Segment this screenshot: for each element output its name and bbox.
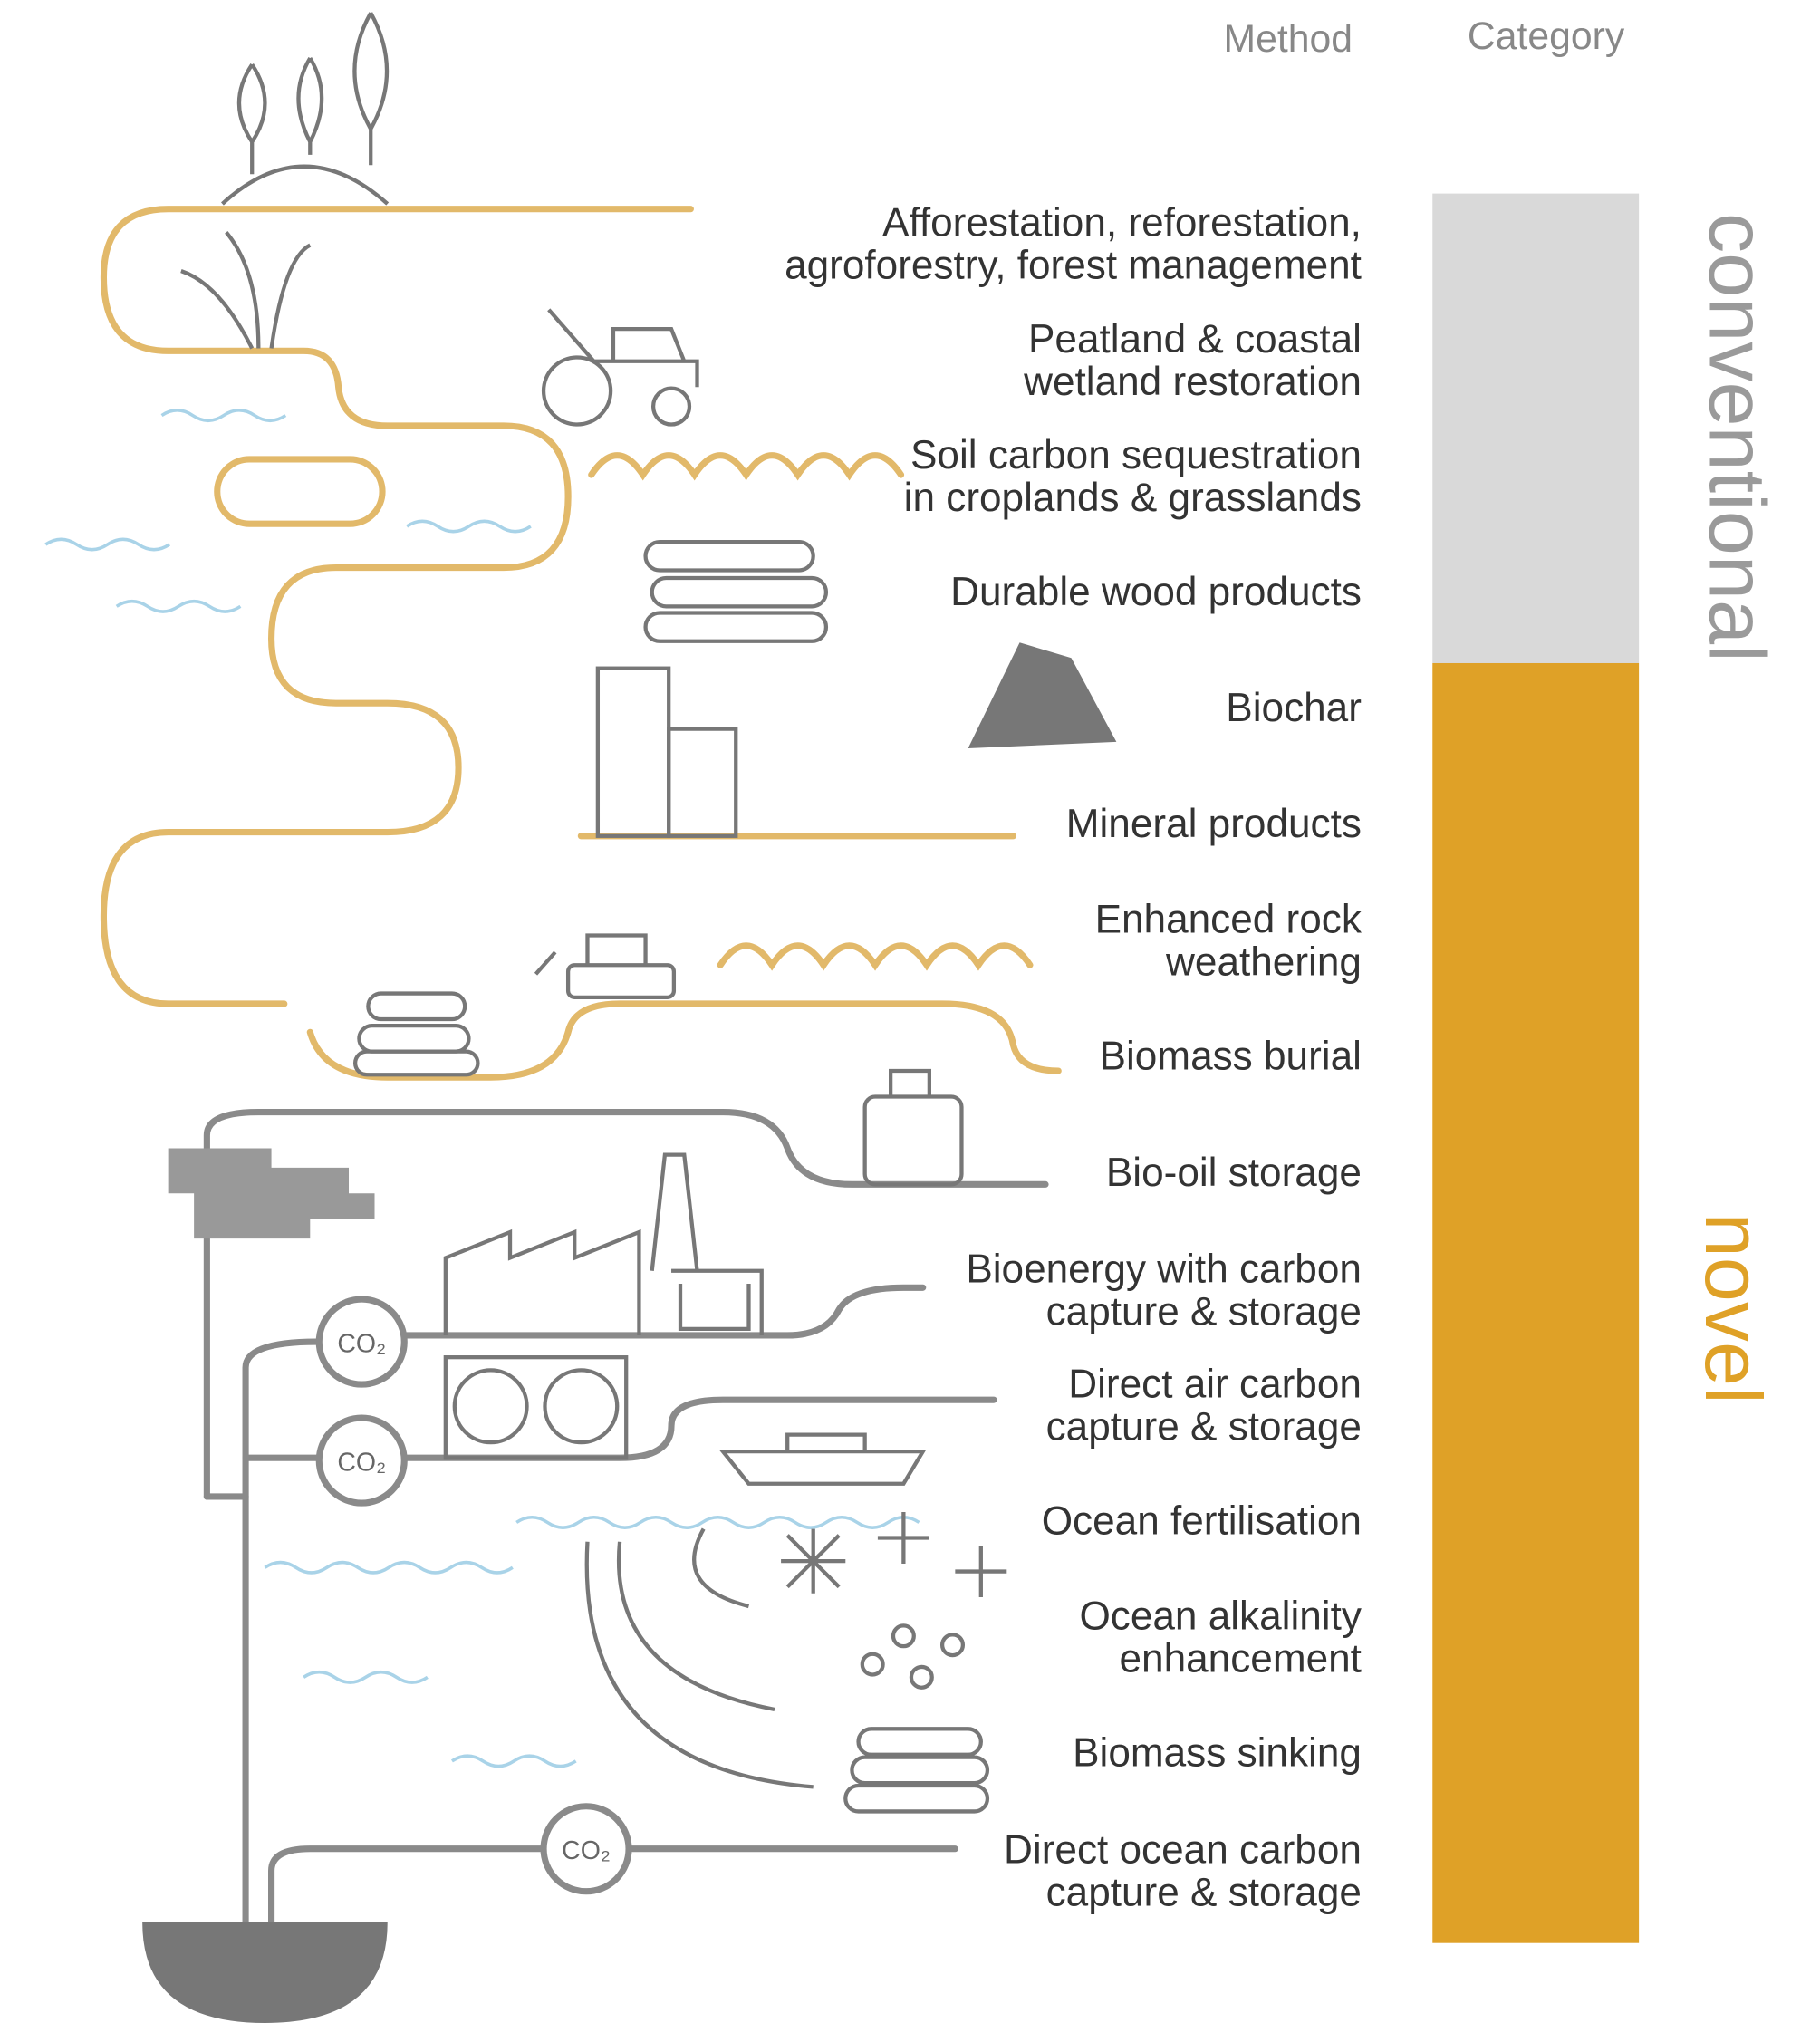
- method-label: capture & storage: [1046, 1290, 1362, 1334]
- method-label: capture & storage: [1046, 1404, 1362, 1449]
- method-label: in croplands & grasslands: [904, 476, 1362, 520]
- method-label: Afforestation, reforestation,: [882, 201, 1362, 246]
- co2-label: CO₂: [562, 1836, 611, 1865]
- category-conventional: conventional: [1692, 213, 1782, 662]
- method-label: Biomass sinking: [1073, 1731, 1362, 1776]
- method-label: Biochar: [1226, 686, 1362, 730]
- method-label: Enhanced rock: [1095, 898, 1363, 942]
- method-label: Direct ocean carbon: [1004, 1827, 1362, 1872]
- method-label: Mineral products: [1066, 802, 1362, 846]
- header-category: Category: [1468, 14, 1625, 58]
- method-label: weathering: [1165, 940, 1362, 985]
- method-label: wetland restoration: [1023, 360, 1362, 404]
- method-label: Ocean alkalinity: [1079, 1594, 1361, 1639]
- method-label: Bio-oil storage: [1106, 1151, 1362, 1195]
- method-label: Bioenergy with carbon: [966, 1248, 1362, 1292]
- method-label: Peatland & coastal: [1028, 317, 1362, 361]
- conventional-bar: [1432, 193, 1640, 663]
- co2-label: CO₂: [337, 1329, 386, 1358]
- method-label: Direct air carbon: [1068, 1362, 1362, 1406]
- co2-badges: [315, 1296, 632, 1895]
- method-label: Durable wood products: [950, 570, 1362, 614]
- method-label: agroforestry, forest management: [785, 244, 1362, 288]
- method-label: Biomass burial: [1100, 1035, 1362, 1079]
- co2-label: CO₂: [337, 1448, 386, 1477]
- gray-path: [142, 1109, 1049, 2023]
- storage-bowl: [142, 1922, 388, 2023]
- method-label: enhancement: [1120, 1637, 1362, 1681]
- method-label: Soil carbon sequestration: [910, 433, 1362, 477]
- icons: [168, 12, 1117, 1814]
- category-novel: novel: [1689, 1213, 1778, 1404]
- method-labels: Afforestation, reforestation,agroforestr…: [785, 201, 1363, 1915]
- header-method: Method: [1224, 17, 1353, 61]
- waves: [44, 409, 920, 1768]
- method-label: capture & storage: [1046, 1870, 1362, 1914]
- novel-bar: [1432, 662, 1640, 1943]
- method-label: Ocean fertilisation: [1042, 1498, 1362, 1543]
